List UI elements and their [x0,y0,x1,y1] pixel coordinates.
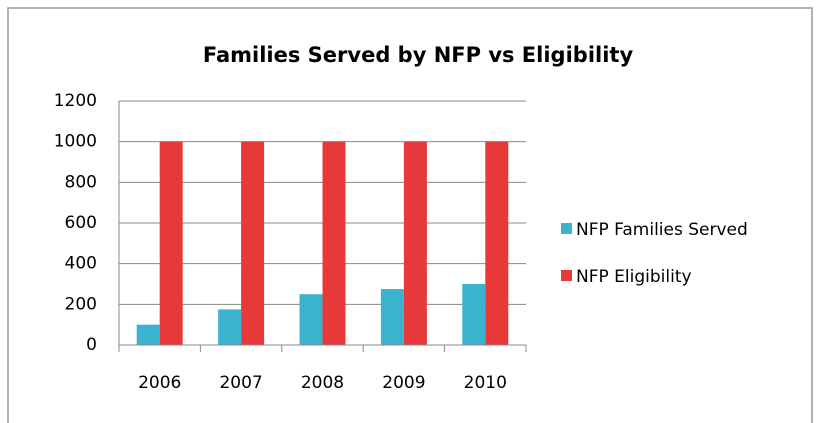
bar [136,324,160,345]
y-tick-label: 1000 [54,132,97,152]
bar [241,141,265,345]
bar [462,284,486,345]
bar [380,289,404,345]
x-tick-label: 2006 [138,373,181,393]
legend-swatch [561,270,572,281]
x-tick-label: 2010 [464,373,507,393]
bar [322,141,346,345]
y-tick-label: 200 [65,294,97,314]
y-tick-label: 400 [65,254,97,274]
legend-label: NFP Families Served [576,220,748,240]
bar [403,141,427,345]
x-tick-label: 2009 [382,373,425,393]
legend-label: NFP Eligibility [576,267,692,287]
chart-title: Families Served by NFP vs Eligibility [203,43,634,67]
bar [299,294,323,345]
legend-swatch [561,223,572,234]
bar [218,309,242,345]
bar [485,141,509,345]
y-tick-label: 600 [65,213,97,233]
y-tick-label: 1200 [54,91,97,111]
y-tick-label: 0 [86,335,97,355]
bar [159,141,183,345]
y-tick-label: 800 [65,172,97,192]
x-tick-label: 2007 [219,373,262,393]
x-tick-label: 2008 [301,373,344,393]
